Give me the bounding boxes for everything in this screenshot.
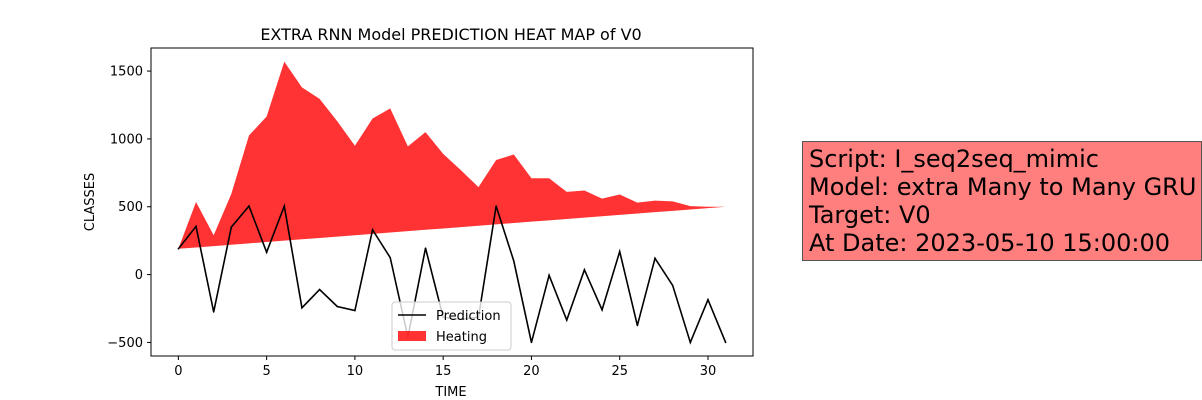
- info-date: At Date: 2023-05-10 15:00:00: [809, 229, 1171, 257]
- info-script: Script: I_seq2seq_mimic: [809, 145, 1099, 173]
- x-tick-label: 25: [611, 364, 628, 379]
- prediction-point: [301, 307, 303, 309]
- prediction-point: [230, 226, 233, 228]
- heating-area: [178, 61, 726, 249]
- prediction-point: [548, 274, 550, 277]
- y-axis: −500 0 500 1000 1500: [107, 65, 151, 351]
- y-tick-label: −500: [107, 336, 143, 351]
- prediction-point: [707, 298, 709, 301]
- prediction-point: [212, 311, 215, 313]
- prediction-point: [636, 324, 639, 327]
- y-tick-label: 1500: [110, 65, 143, 80]
- prediction-point: [283, 205, 286, 207]
- prediction-point: [671, 284, 674, 287]
- prediction-point: [248, 205, 250, 207]
- x-tick-label: 10: [347, 364, 364, 379]
- prediction-point: [495, 205, 497, 207]
- x-tick-label: 20: [523, 364, 540, 379]
- prediction-point: [530, 341, 533, 344]
- y-tick-label: 500: [118, 200, 143, 215]
- legend-heating-swatch: [398, 331, 426, 341]
- prediction-point: [583, 269, 586, 271]
- x-tick-label: 30: [700, 364, 717, 379]
- prediction-point: [371, 229, 374, 231]
- prediction-point: [265, 251, 268, 253]
- prediction-point: [424, 247, 427, 249]
- x-tick-label: 0: [174, 364, 182, 379]
- prediction-point: [177, 248, 180, 250]
- info-model: Model: extra Many to Many GRU: [809, 173, 1197, 201]
- prediction-point: [565, 319, 568, 321]
- prediction-point: [195, 225, 197, 228]
- prediction-point: [354, 309, 356, 312]
- y-tick-label: 1000: [110, 132, 143, 147]
- prediction-point: [601, 309, 603, 311]
- x-tick-label: 5: [262, 364, 270, 379]
- prediction-point: [318, 288, 321, 291]
- legend-heating-label: Heating: [436, 330, 487, 345]
- prediction-point: [724, 341, 727, 344]
- legend: Prediction Heating: [391, 301, 512, 351]
- chart-title: EXTRA RNN Model PREDICTION HEAT MAP of V…: [260, 25, 641, 44]
- x-axis: 0 5 10 15 20 25 30: [174, 356, 716, 379]
- y-tick-label: 0: [135, 268, 143, 283]
- prediction-point: [336, 305, 339, 308]
- prediction-point: [654, 257, 656, 260]
- prediction-point: [689, 341, 692, 344]
- x-tick-label: 15: [435, 364, 452, 379]
- legend-prediction-label: Prediction: [436, 309, 501, 324]
- prediction-point: [618, 250, 621, 253]
- info-target: Target: V0: [809, 201, 931, 229]
- info-box: Script: I_seq2seq_mimic Model: extra Man…: [802, 141, 1202, 261]
- y-axis-label: CLASSES: [83, 173, 98, 231]
- plot-area: [177, 61, 727, 345]
- prediction-point: [512, 260, 515, 262]
- x-axis-label: TIME: [434, 385, 466, 400]
- prediction-point: [389, 256, 392, 259]
- plot-frame: [150, 47, 754, 357]
